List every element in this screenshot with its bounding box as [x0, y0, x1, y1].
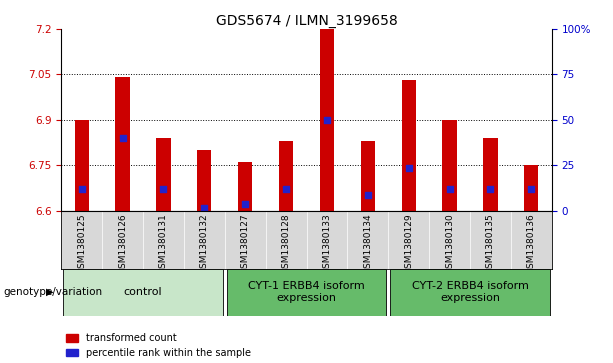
Title: GDS5674 / ILMN_3199658: GDS5674 / ILMN_3199658	[216, 14, 397, 28]
Bar	[402, 81, 416, 211]
Point	[159, 187, 169, 192]
Point	[199, 205, 209, 211]
Text: GSM1380131: GSM1380131	[159, 213, 168, 274]
Bar	[197, 150, 211, 211]
Point	[240, 201, 250, 207]
Text: CYT-2 ERBB4 isoform
expression: CYT-2 ERBB4 isoform expression	[411, 281, 528, 303]
Point	[527, 187, 536, 192]
Text: GSM1380136: GSM1380136	[527, 213, 536, 274]
Bar	[227, 269, 386, 316]
Point	[363, 192, 373, 198]
Bar	[63, 269, 223, 316]
Bar	[443, 120, 457, 211]
Bar	[156, 138, 170, 211]
Point	[118, 135, 128, 141]
Bar	[238, 162, 253, 211]
Point	[404, 165, 414, 171]
Bar	[360, 141, 375, 211]
Text: GSM1380129: GSM1380129	[404, 213, 413, 274]
Point	[485, 187, 495, 192]
Text: ▶: ▶	[47, 287, 54, 297]
Text: GSM1380135: GSM1380135	[486, 213, 495, 274]
Bar	[75, 120, 89, 211]
Bar	[115, 77, 130, 211]
Legend: transformed count, percentile rank within the sample: transformed count, percentile rank withi…	[66, 333, 251, 358]
Text: GSM1380126: GSM1380126	[118, 213, 127, 274]
Text: GSM1380128: GSM1380128	[281, 213, 291, 274]
Text: GSM1380132: GSM1380132	[200, 213, 209, 274]
Text: GSM1380125: GSM1380125	[77, 213, 86, 274]
Text: CYT-1 ERBB4 isoform
expression: CYT-1 ERBB4 isoform expression	[248, 281, 365, 303]
Text: genotype/variation: genotype/variation	[3, 287, 102, 297]
Point	[281, 187, 291, 192]
Bar	[320, 29, 334, 211]
Text: GSM1380130: GSM1380130	[445, 213, 454, 274]
Bar	[279, 141, 293, 211]
Bar	[483, 138, 498, 211]
Point	[77, 187, 86, 192]
Text: GSM1380127: GSM1380127	[241, 213, 249, 274]
Text: control: control	[124, 287, 162, 297]
Text: GSM1380134: GSM1380134	[364, 213, 372, 274]
Text: GSM1380133: GSM1380133	[322, 213, 332, 274]
Bar	[524, 165, 538, 211]
Point	[444, 187, 454, 192]
Bar	[390, 269, 550, 316]
Point	[322, 117, 332, 123]
